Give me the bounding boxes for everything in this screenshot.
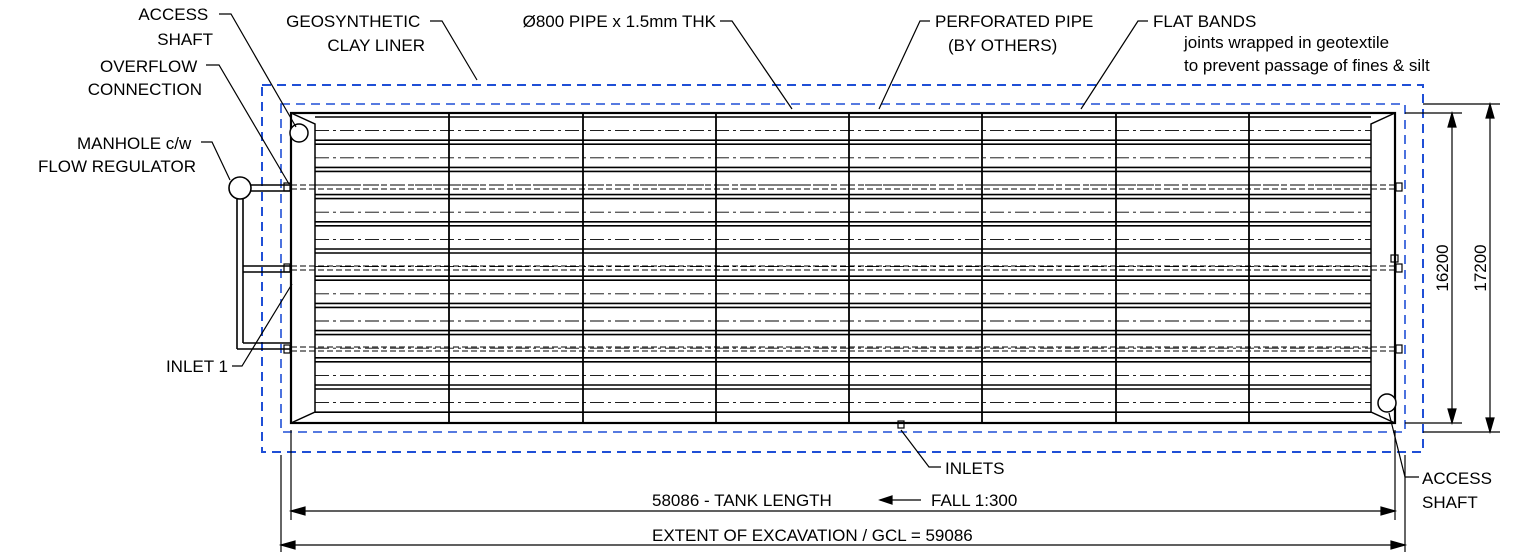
connection-stubs (283, 182, 1403, 429)
excavation-label: EXTENT OF EXCAVATION / GCL = 59086 (652, 526, 973, 545)
access-shaft-bottom-icon (1377, 393, 1397, 413)
perforated-pipe-rows (291, 184, 1395, 352)
width-inner-label: 16200 (1433, 244, 1452, 291)
manhole-label: MANHOLE c/w FLOW REGULATOR (38, 134, 196, 176)
inlet-1-label: INLET 1 (166, 357, 228, 376)
tank-body (283, 111, 1403, 429)
pipe-rows (315, 116, 1371, 414)
pipe-spec-label: Ø800 PIPE x 1.5mm THK (523, 12, 717, 31)
manhole-pipework (228, 176, 291, 350)
width-inner-dimension (1405, 110, 1462, 426)
inlets-label: INLETS (945, 459, 1005, 478)
fall-arrow (878, 495, 921, 505)
excavation-dimension (278, 455, 1408, 552)
fall-label: FALL 1:300 (931, 491, 1017, 510)
leader-lines (201, 13, 1419, 478)
perforated-pipe-label: PERFORATED PIPE (BY OTHERS) (935, 12, 1098, 55)
access-shaft-top-icon (289, 123, 309, 143)
tank-length-dimension (288, 430, 1398, 520)
manhole-icon (228, 176, 252, 200)
overflow-connection-label: OVERFLOW CONNECTION (88, 57, 202, 99)
gcl-boundary (280, 103, 1406, 433)
flat-band-lines (448, 113, 1250, 423)
width-outer-label: 17200 (1471, 244, 1490, 291)
access-shaft-top-label: ACCESS SHAFT (138, 5, 213, 49)
tank-length-label: 58086 - TANK LENGTH (652, 491, 832, 510)
flat-bands-label: FLAT BANDS joints wrapped in geotextile … (1153, 12, 1430, 75)
excavation-boundary (261, 84, 1424, 453)
geosynthetic-clay-liner-label: GEOSYNTHETIC CLAY LINER (286, 12, 425, 55)
width-outer-dimension (1423, 101, 1500, 435)
access-shaft-bottom-label: ACCESS SHAFT (1422, 469, 1497, 512)
